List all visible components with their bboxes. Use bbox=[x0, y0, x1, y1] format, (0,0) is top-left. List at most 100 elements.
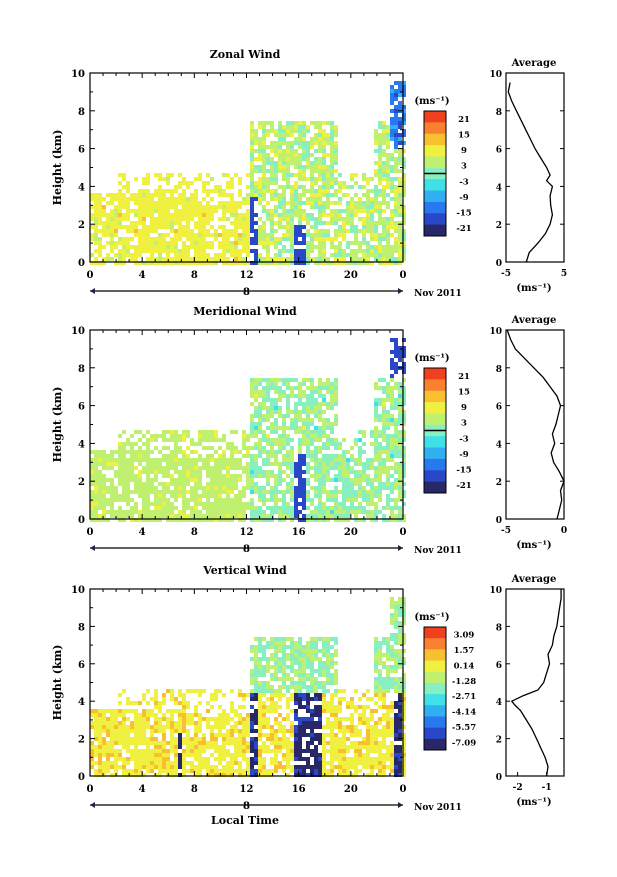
heatmap-cell bbox=[310, 233, 314, 237]
heatmap-cell bbox=[254, 657, 258, 661]
heatmap-cell bbox=[354, 237, 358, 241]
heatmap-cell bbox=[278, 466, 282, 470]
heatmap-cell bbox=[98, 229, 102, 233]
heatmap-cell bbox=[222, 241, 226, 245]
heatmap-cell bbox=[274, 442, 278, 446]
heatmap-cell bbox=[398, 233, 402, 237]
heatmap-cell bbox=[290, 757, 294, 761]
average-y-tick-label: 2 bbox=[496, 221, 502, 231]
heatmap-cell bbox=[202, 765, 206, 769]
heatmap-cell bbox=[314, 245, 318, 249]
date-label: Nov 2011 bbox=[414, 546, 462, 556]
heatmap-cell bbox=[114, 494, 118, 498]
heatmap-cell bbox=[342, 438, 346, 442]
heatmap-cell bbox=[338, 257, 342, 261]
heatmap-cell bbox=[130, 769, 134, 773]
heatmap-cell bbox=[390, 217, 394, 221]
heatmap-cell bbox=[266, 181, 270, 185]
heatmap-cell bbox=[326, 466, 330, 470]
heatmap-cell bbox=[338, 753, 342, 757]
heatmap-cell bbox=[138, 205, 142, 209]
heatmap-cell bbox=[258, 165, 262, 169]
heatmap-cell bbox=[206, 189, 210, 193]
heatmap-cell bbox=[162, 438, 166, 442]
heatmap-cell bbox=[142, 697, 146, 701]
heatmap-cell bbox=[98, 506, 102, 510]
heatmap-cell bbox=[274, 641, 278, 645]
heatmap-cell bbox=[390, 350, 394, 354]
heatmap-cell bbox=[362, 498, 366, 502]
heatmap-cell bbox=[106, 769, 110, 773]
heatmap-cell bbox=[194, 709, 198, 713]
heatmap-cell bbox=[138, 193, 142, 197]
heatmap-cell bbox=[366, 498, 370, 502]
heatmap-cell bbox=[338, 757, 342, 761]
heatmap-cell bbox=[250, 121, 254, 125]
heatmap-cell bbox=[298, 145, 302, 149]
heatmap-cell bbox=[110, 725, 114, 729]
heatmap-cell bbox=[330, 753, 334, 757]
heatmap-cell bbox=[262, 673, 266, 677]
heatmap-cell bbox=[306, 189, 310, 193]
heatmap-cell bbox=[366, 177, 370, 181]
heatmap-cell bbox=[334, 125, 338, 129]
heatmap-cell bbox=[118, 757, 122, 761]
heatmap-cell bbox=[290, 189, 294, 193]
heatmap-cell bbox=[270, 402, 274, 406]
heatmap-cell bbox=[326, 458, 330, 462]
heatmap-cell bbox=[394, 502, 398, 506]
heatmap-cell bbox=[290, 721, 294, 725]
heatmap-cell bbox=[322, 693, 326, 697]
heatmap-cell bbox=[314, 402, 318, 406]
heatmap-cell bbox=[286, 466, 290, 470]
heatmap-cell bbox=[278, 386, 282, 390]
heatmap-cell bbox=[354, 209, 358, 213]
heatmap-cell bbox=[254, 185, 258, 189]
heatmap-cell bbox=[282, 201, 286, 205]
heatmap-cell bbox=[202, 462, 206, 466]
heatmap-cell bbox=[270, 233, 274, 237]
heatmap-cell bbox=[342, 466, 346, 470]
heatmap-cell bbox=[290, 649, 294, 653]
heatmap-cell bbox=[206, 257, 210, 261]
heatmap-cell bbox=[234, 502, 238, 506]
heatmap-cell bbox=[326, 733, 330, 737]
heatmap-cell bbox=[370, 765, 374, 769]
heatmap-cell bbox=[382, 237, 386, 241]
heatmap-cell bbox=[226, 233, 230, 237]
heatmap-cell bbox=[298, 165, 302, 169]
heatmap-cell bbox=[194, 233, 198, 237]
heatmap-cell bbox=[330, 121, 334, 125]
heatmap-cell bbox=[122, 249, 126, 253]
heatmap-cell bbox=[270, 422, 274, 426]
heatmap-cell bbox=[290, 410, 294, 414]
heatmap-cell bbox=[174, 478, 178, 482]
heatmap-cell bbox=[254, 426, 258, 430]
heatmap-cell bbox=[278, 241, 282, 245]
heatmap-cell bbox=[182, 430, 186, 434]
heatmap-cell bbox=[194, 249, 198, 253]
date-line-end-arrow bbox=[398, 545, 403, 551]
heatmap-cell bbox=[398, 446, 402, 450]
heatmap-cell bbox=[270, 498, 274, 502]
heatmap-cell bbox=[354, 506, 358, 510]
heatmap-cell bbox=[334, 689, 338, 693]
heatmap-cell bbox=[138, 761, 142, 765]
heatmap-cell bbox=[374, 434, 378, 438]
heatmap-cell bbox=[390, 157, 394, 161]
heatmap-cell bbox=[334, 249, 338, 253]
heatmap-cell bbox=[138, 753, 142, 757]
heatmap-cell bbox=[390, 97, 394, 101]
heatmap-cell bbox=[130, 753, 134, 757]
heatmap-cell bbox=[334, 641, 338, 645]
heatmap-cell bbox=[306, 410, 310, 414]
heatmap-cell bbox=[182, 506, 186, 510]
heatmap-cell bbox=[354, 753, 358, 757]
heatmap-cell bbox=[178, 201, 182, 205]
heatmap-cell bbox=[254, 233, 258, 237]
heatmap-cell bbox=[118, 434, 122, 438]
heatmap-cell bbox=[274, 181, 278, 185]
heatmap-cell bbox=[170, 725, 174, 729]
heatmap-cell bbox=[378, 161, 382, 165]
heatmap-cell bbox=[114, 749, 118, 753]
